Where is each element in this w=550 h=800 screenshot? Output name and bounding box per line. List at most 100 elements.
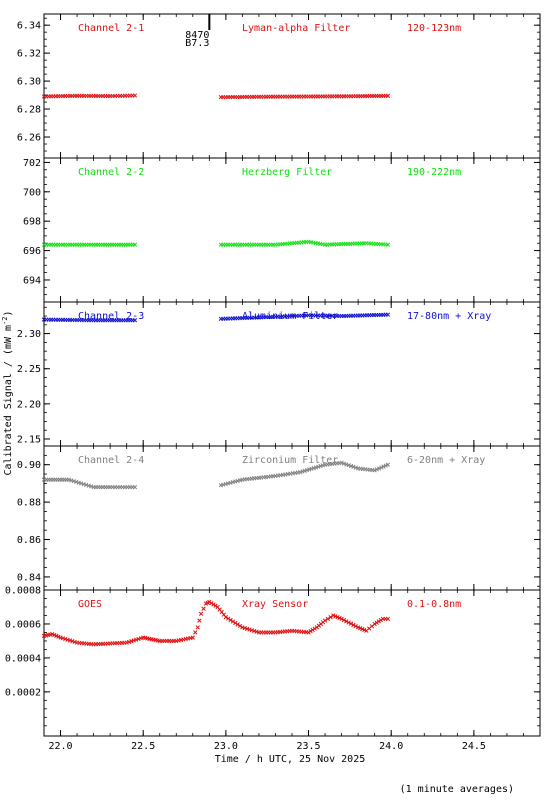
panel-frame: [43, 13, 541, 159]
data-point: [353, 623, 358, 629]
panel-filter-label: Herzberg Filter: [242, 167, 332, 178]
panel-band-label: 6-20nm + Xray: [407, 455, 485, 466]
data-point: [223, 615, 229, 620]
data-point: [207, 599, 212, 605]
series-segment-2: [218, 239, 391, 247]
x-tick-label: 22.5: [131, 741, 155, 752]
data-point: [310, 627, 315, 633]
y-tick-label: 702: [23, 158, 41, 169]
data-point: [339, 616, 344, 622]
data-point: [378, 617, 384, 623]
series-segment-1: [41, 317, 138, 323]
series-segment-2: [218, 312, 391, 322]
y-tick-label: 700: [23, 187, 41, 198]
data-point: [312, 626, 317, 631]
data-point: [235, 622, 240, 627]
panel-filter-label: Zirconium Filter: [242, 455, 338, 466]
data-point: [348, 621, 354, 626]
x-tick-label: 23.0: [214, 741, 238, 752]
data-point: [385, 616, 391, 622]
panel-frame: [43, 589, 541, 737]
y-tick-label: 6.28: [17, 105, 41, 116]
data-point: [325, 616, 330, 622]
data-point: [353, 465, 358, 470]
y-tick-label: 6.32: [17, 49, 41, 60]
y-tick-label: 2.30: [17, 329, 41, 340]
data-point: [372, 468, 377, 473]
panel-frame: [43, 445, 541, 591]
data-point: [132, 318, 138, 323]
data-point: [351, 464, 356, 469]
y-tick-label: 694: [23, 275, 41, 286]
panel-1: 6.26 6.28 6.30 6.32 6.34 Channel 2-1 Lyman-alp…: [17, 13, 541, 159]
data-point: [233, 620, 238, 626]
data-point: [228, 617, 233, 623]
y-tick-label: 0.84: [17, 572, 41, 583]
x-tick-label: 23.5: [296, 741, 320, 752]
panel-band-label: 120-123nm: [407, 23, 461, 34]
series-segment-1: [41, 242, 138, 247]
event-marker-label-2: B7.3: [185, 38, 209, 49]
data-point: [385, 312, 391, 317]
panel-band-label: 0.1-0.8nm: [407, 599, 461, 610]
x-axis-label: Time / h UTC, 25 Nov 2025: [215, 754, 366, 765]
data-point: [197, 618, 202, 623]
data-point: [322, 618, 328, 623]
data-point: [132, 93, 138, 98]
y-tick-label: 696: [23, 246, 41, 257]
y-tick-label: 2.20: [17, 399, 41, 410]
data-point: [348, 463, 354, 469]
panel-2: 694 696 698 700 702 Channel 2-2 Herzberg Filte…: [23, 157, 541, 303]
data-point: [381, 464, 386, 469]
panel-channel-label: Channel 2-2: [78, 167, 144, 178]
data-point: [379, 465, 384, 470]
panel-channel-label: Channel 2-1: [78, 23, 144, 34]
y-tick-label: 0.86: [17, 535, 41, 546]
y-tick-label: 2.15: [17, 434, 41, 445]
y-tick-label: 0.90: [17, 460, 41, 471]
data-point: [306, 630, 311, 635]
data-point: [351, 622, 356, 628]
x-tick-label: 24.5: [462, 741, 486, 752]
data-point: [209, 601, 214, 606]
data-point: [385, 242, 391, 247]
y-axis-label-close: ): [3, 311, 14, 317]
data-point: [213, 603, 218, 608]
x-tick-label: 22.0: [48, 741, 72, 752]
y-tick-label: 6.34: [17, 21, 41, 32]
x-axis: 22.0 22.5 23.0 23.5 24.0 24.5: [48, 741, 485, 752]
data-point: [372, 621, 377, 627]
data-point: [344, 462, 349, 467]
data-point: [385, 462, 391, 467]
data-point: [385, 93, 391, 98]
data-point: [190, 635, 195, 640]
series-segment-1: [41, 477, 138, 490]
data-point: [376, 466, 382, 471]
data-point: [193, 630, 198, 635]
event-marker-label-1: 8470: [185, 30, 209, 41]
data-point: [230, 619, 236, 624]
y-axis-label-main: Calibrated Signal / (mW m: [3, 325, 14, 476]
y-tick-label: 0.0004: [5, 653, 41, 664]
panel-filter-label: Lyman-alpha Filter: [242, 23, 350, 34]
panel-channel-label: Channel 2-3: [78, 311, 144, 322]
panel-band-label: 17-80nm + Xray: [407, 311, 491, 322]
data-point: [346, 463, 351, 468]
data-point: [132, 242, 138, 247]
data-point: [341, 617, 347, 623]
panel-frame: [43, 301, 541, 447]
y-tick-label: 0.0008: [5, 586, 41, 597]
data-point: [344, 619, 349, 624]
data-point: [201, 606, 206, 611]
panels: 6.26 6.28 6.30 6.32 6.34 Channel 2-1 Lyman-alp…: [5, 13, 541, 737]
series-segment-1: [41, 599, 391, 647]
data-point: [341, 461, 347, 466]
series-segment-2: [218, 93, 391, 100]
x-tick-label: 24.0: [379, 741, 403, 752]
panel-4: 0.84 0.86 0.88 0.90 Channel 2-4 Zirconium Fil…: [17, 445, 541, 591]
data-point: [328, 615, 333, 620]
data-point: [211, 602, 216, 607]
y-axis-label-exponent: -2: [1, 317, 9, 325]
